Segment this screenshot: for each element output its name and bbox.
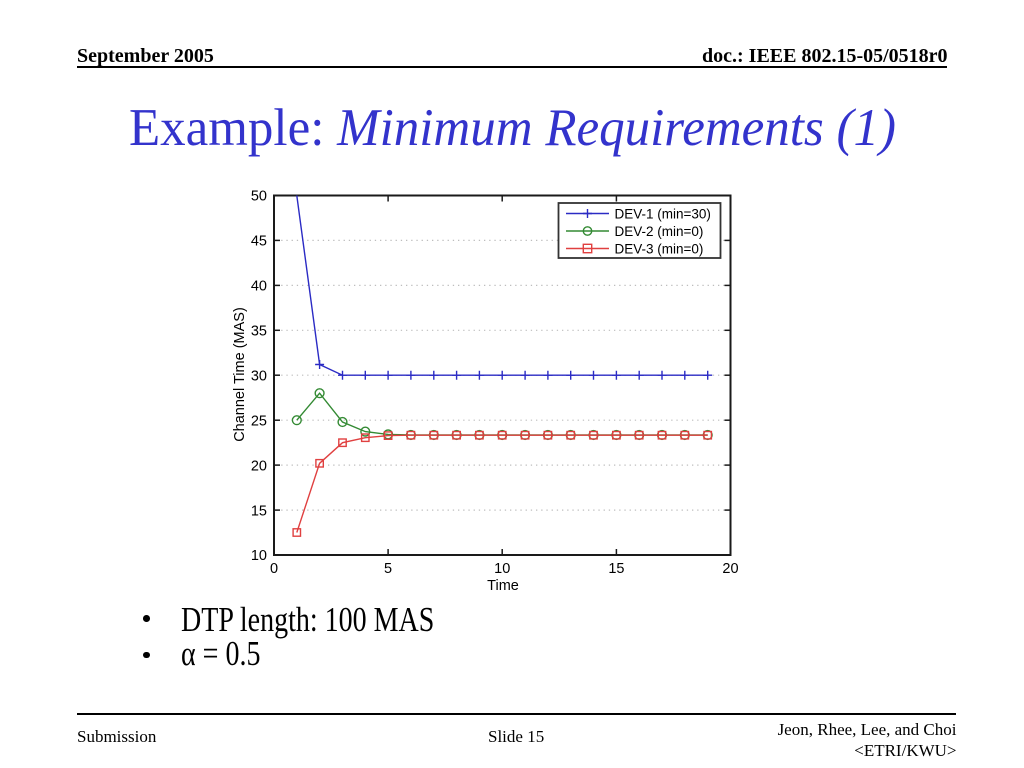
svg-text:DEV-3 (min=0): DEV-3 (min=0) — [615, 241, 704, 256]
svg-text:10: 10 — [251, 548, 267, 564]
svg-text:15: 15 — [608, 561, 624, 577]
svg-text:Channel Time (MAS): Channel Time (MAS) — [232, 307, 248, 442]
svg-text:25: 25 — [251, 413, 267, 429]
svg-text:Time: Time — [487, 578, 519, 594]
svg-text:DEV-1 (min=30): DEV-1 (min=30) — [615, 206, 711, 221]
svg-text:DEV-2 (min=0): DEV-2 (min=0) — [615, 224, 704, 239]
svg-text:10: 10 — [494, 561, 510, 577]
svg-text:15: 15 — [251, 503, 267, 519]
svg-text:40: 40 — [251, 279, 267, 295]
svg-text:45: 45 — [251, 234, 267, 250]
svg-text:5: 5 — [384, 561, 392, 577]
svg-text:20: 20 — [251, 458, 267, 474]
svg-text:50: 50 — [251, 189, 267, 205]
svg-text:20: 20 — [722, 561, 738, 577]
svg-text:35: 35 — [251, 324, 267, 340]
svg-text:0: 0 — [270, 561, 278, 577]
svg-text:30: 30 — [251, 368, 267, 384]
